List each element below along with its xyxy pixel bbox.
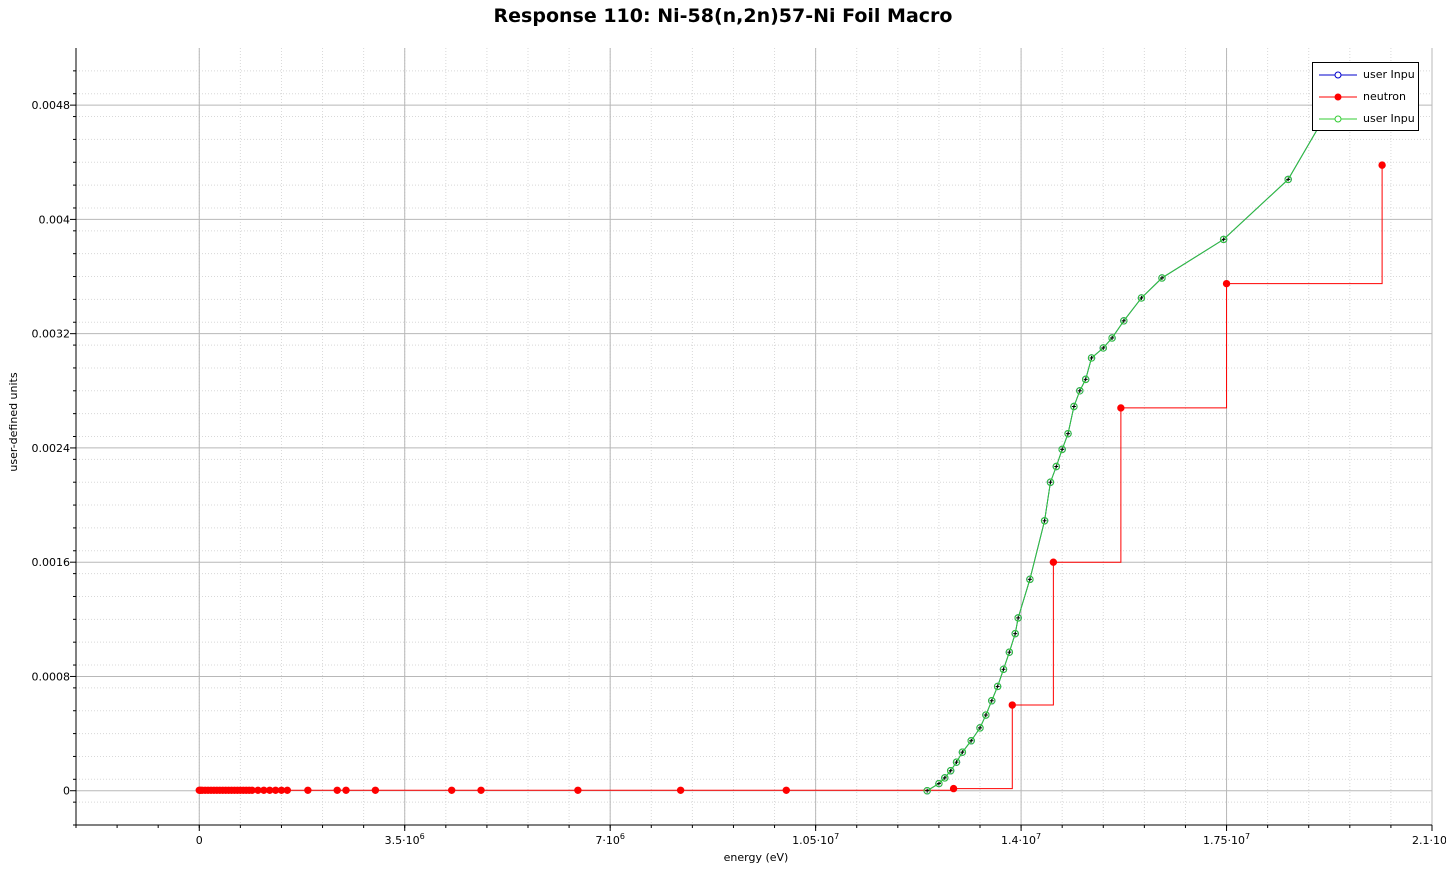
data-point xyxy=(1046,478,1055,486)
data-point xyxy=(1117,404,1125,412)
data-point xyxy=(1378,161,1386,169)
data-point xyxy=(1108,334,1116,342)
y-tick-label: 0.004 xyxy=(39,213,71,226)
series-line xyxy=(199,165,1383,791)
data-point xyxy=(923,787,931,795)
grid xyxy=(76,48,1433,826)
data-point xyxy=(1049,558,1058,566)
y-tick-label: 0 xyxy=(63,785,70,798)
legend-swatch xyxy=(1319,93,1357,101)
legend-swatch xyxy=(1319,71,1357,79)
data-point xyxy=(982,711,990,719)
series-clip-group xyxy=(195,90,1386,795)
legend: user Inpu neutron user Inpu xyxy=(1312,62,1419,131)
axes: 0 3.5·106 7·106 1.05·107 1.4·107 1.75·107 2.1·… xyxy=(32,48,1446,847)
y-axis-title: user-defined units xyxy=(7,372,20,471)
data-point xyxy=(1087,354,1096,362)
data-point xyxy=(967,737,975,745)
data-point xyxy=(676,786,685,794)
data-point xyxy=(988,697,996,705)
data-point xyxy=(1219,235,1228,244)
data-point xyxy=(1222,279,1231,288)
data-point xyxy=(1137,294,1146,302)
data-point xyxy=(782,786,790,794)
x-tick-label: 1.75·107 xyxy=(1203,832,1250,847)
data-point xyxy=(976,724,984,732)
legend-item: neutron xyxy=(1313,87,1418,107)
legend-label: user Inpu xyxy=(1363,112,1415,125)
data-point xyxy=(993,682,1002,691)
data-point xyxy=(999,665,1008,674)
data-point xyxy=(447,786,456,794)
x-tick-label: 1.4·107 xyxy=(1001,832,1041,847)
y-tick-label: 0.0016 xyxy=(32,556,71,569)
y-tick-label: 0.0032 xyxy=(32,328,71,341)
x-tick-label: 0 xyxy=(196,834,203,847)
y-tick-label: 0.0048 xyxy=(32,99,71,112)
x-tick-label: 3.5·106 xyxy=(385,832,425,847)
x-tick-label: 7·106 xyxy=(595,832,625,847)
y-tick-label: 0.0024 xyxy=(32,442,71,455)
data-point xyxy=(1099,344,1107,352)
x-tick-label: 1.05·107 xyxy=(792,832,839,847)
data-point xyxy=(1070,402,1078,411)
legend-swatch xyxy=(1319,115,1357,123)
data-point xyxy=(1011,629,1019,638)
series-layer xyxy=(195,90,1386,795)
series-1 xyxy=(923,90,1342,795)
data-point xyxy=(949,784,958,793)
data-point xyxy=(1014,614,1022,622)
series-2 xyxy=(195,161,1386,794)
data-point xyxy=(952,758,961,766)
data-point xyxy=(304,786,312,794)
data-point xyxy=(1052,462,1061,471)
x-axis-title: energy (eV) xyxy=(724,851,789,864)
data-point xyxy=(941,774,949,782)
data-point xyxy=(1008,701,1016,709)
data-point xyxy=(1005,648,1014,656)
data-point xyxy=(283,786,292,794)
data-point xyxy=(333,786,341,794)
data-point xyxy=(1284,175,1292,184)
y-tick-label: 0.0008 xyxy=(32,670,71,683)
legend-label: user Inpu xyxy=(1363,68,1415,81)
legend-item: user Inpu xyxy=(1313,109,1418,129)
x-tick-label: 2.1·107 xyxy=(1412,832,1446,847)
chart-title: Response 110: Ni-58(n,2n)57-Ni Foil Macr… xyxy=(493,5,953,27)
series-line xyxy=(926,93,1339,792)
legend-label: neutron xyxy=(1363,90,1407,103)
data-point xyxy=(342,786,350,794)
data-point xyxy=(1064,429,1072,438)
data-point xyxy=(1076,387,1084,395)
series-3 xyxy=(923,90,1342,795)
data-point xyxy=(574,786,582,794)
data-point xyxy=(946,767,955,775)
data-point xyxy=(371,786,380,794)
data-point xyxy=(477,786,485,794)
series-line xyxy=(926,93,1339,792)
data-point xyxy=(1158,274,1166,282)
data-point xyxy=(1026,575,1034,584)
legend-item: user Inpu xyxy=(1313,65,1418,85)
data-point xyxy=(1040,517,1049,525)
data-point xyxy=(958,748,967,756)
data-point xyxy=(1081,375,1090,384)
data-point xyxy=(1058,445,1066,454)
data-point xyxy=(935,779,943,788)
data-point xyxy=(1120,317,1128,325)
